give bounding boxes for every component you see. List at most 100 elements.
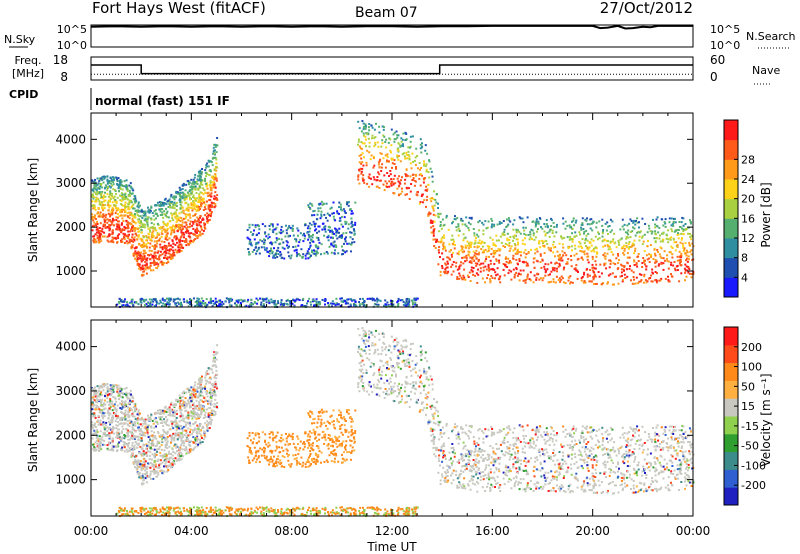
- power-echo-point: [340, 304, 342, 307]
- power-echo-point: [121, 228, 124, 231]
- power-echo-point: [131, 214, 134, 217]
- velocity-echo-point: [570, 453, 573, 456]
- power-echo-point: [111, 233, 114, 236]
- power-echo-point: [447, 262, 449, 265]
- power-echo-point: [170, 244, 172, 247]
- power-echo-point: [539, 246, 542, 249]
- power-echo-point: [159, 250, 162, 253]
- power-echo-point: [315, 252, 318, 255]
- frequency-right-label: Nave: [752, 64, 780, 77]
- power-echo-point: [230, 300, 233, 302]
- power-echo-point: [484, 260, 487, 263]
- power-echo-point: [137, 235, 140, 238]
- power-echo-point: [457, 225, 460, 228]
- power-echo-point: [145, 219, 147, 222]
- power-echo-point: [179, 238, 182, 241]
- power-echo-point: [678, 221, 681, 223]
- power-echo-point: [550, 247, 552, 250]
- power-echo-point: [180, 229, 183, 232]
- power-echo-point: [633, 278, 635, 281]
- power-echo-point: [162, 225, 165, 228]
- power-echo-point: [676, 234, 679, 236]
- power-echo-point: [186, 191, 189, 194]
- power-echo-point: [207, 204, 210, 207]
- power-echo-point: [358, 182, 361, 185]
- velocity-echo-point: [424, 384, 426, 387]
- power-echo-point: [103, 235, 106, 238]
- power-echo-point: [552, 221, 555, 224]
- power-echo-point: [552, 278, 555, 281]
- power-echo-point: [311, 214, 313, 217]
- power-echo-point: [132, 228, 135, 231]
- power-echo-point: [535, 220, 538, 223]
- power-echo-point: [363, 134, 366, 137]
- power-echo-point: [165, 302, 168, 305]
- power-echo-point: [102, 213, 105, 216]
- power-echo-point: [92, 239, 95, 242]
- power-echo-point: [545, 240, 548, 243]
- power-echo-point: [340, 300, 343, 303]
- power-echo-point: [127, 230, 130, 233]
- power-echo-point: [187, 219, 190, 222]
- power-echo-point: [643, 275, 646, 278]
- power-echo-point: [642, 240, 645, 243]
- power-echo-point: [453, 247, 456, 250]
- power-echo-point: [119, 194, 121, 197]
- velocity-echo-point: [181, 427, 184, 430]
- power-echo-point: [123, 185, 126, 188]
- power-echo-point: [143, 255, 146, 258]
- power-echo-point: [435, 201, 438, 204]
- power-echo-point: [99, 215, 102, 218]
- velocity-echo-point: [529, 488, 532, 490]
- power-echo-point: [386, 301, 389, 304]
- power-echo-point: [524, 226, 527, 229]
- power-echo-point: [91, 216, 94, 218]
- power-echo-point: [96, 234, 99, 237]
- velocity-echo-point: [194, 416, 197, 419]
- power-echo-point: [550, 270, 553, 273]
- power-echo-point: [130, 239, 133, 242]
- power-echo-point: [390, 184, 393, 187]
- velocity-echo-point: [439, 464, 441, 467]
- power-echo-point: [106, 239, 109, 242]
- power-echo-point: [550, 219, 553, 222]
- power-echo-point: [204, 191, 207, 194]
- power-echo-point: [437, 212, 440, 215]
- power-echo-point: [498, 254, 501, 257]
- power-echo-point: [359, 298, 362, 300]
- power-echo-point: [163, 256, 165, 259]
- velocity-echo-point: [500, 450, 503, 453]
- power-echo-point: [506, 266, 509, 268]
- power-echo-point: [199, 179, 202, 182]
- power-echo-point: [315, 218, 318, 221]
- power-echo-point: [93, 237, 96, 240]
- power-echo-point: [93, 204, 96, 207]
- power-echo-point: [389, 149, 392, 152]
- power-echo-point: [181, 184, 184, 187]
- power-echo-point: [210, 184, 213, 187]
- power-echo-point: [532, 261, 535, 264]
- frequency-left-label-line2: [MHz]: [12, 67, 44, 80]
- power-echo-point: [360, 157, 363, 160]
- power-echo-point: [431, 222, 434, 224]
- power-echo-point: [115, 219, 118, 221]
- frequency-left-tick-top: 18: [53, 53, 68, 67]
- power-echo-point: [685, 249, 688, 252]
- power-echo-point: [158, 239, 161, 242]
- power-echo-point: [494, 271, 497, 274]
- power-echo-point: [179, 302, 181, 305]
- power-echo-point: [545, 269, 548, 272]
- power-echo-point: [303, 234, 306, 237]
- power-echo-point: [641, 235, 644, 238]
- power-echo-point: [297, 229, 300, 232]
- velocity-echo-point: [411, 342, 414, 345]
- power-echo-point: [101, 216, 104, 219]
- power-echo-point: [535, 259, 538, 262]
- power-echo-point: [346, 201, 349, 204]
- power-echo-point: [192, 183, 195, 186]
- power-echo-point: [684, 252, 687, 255]
- power-echo-point: [307, 233, 310, 236]
- colorbar-tick-label: 24: [741, 173, 755, 186]
- power-echo-point: [461, 246, 464, 249]
- power-echo-point: [571, 281, 574, 284]
